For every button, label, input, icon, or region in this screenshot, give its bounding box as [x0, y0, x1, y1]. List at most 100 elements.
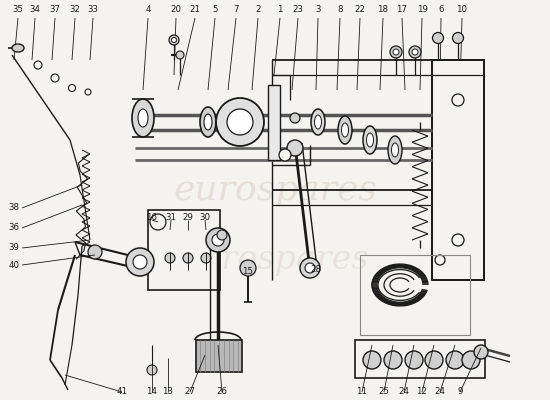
Text: 34: 34 [30, 6, 41, 14]
Text: 40: 40 [8, 260, 19, 270]
Bar [268, 85, 280, 160]
Circle shape [363, 351, 381, 369]
Circle shape [69, 84, 75, 92]
Text: 13: 13 [162, 388, 173, 396]
Circle shape [290, 113, 300, 123]
Circle shape [393, 49, 399, 55]
Circle shape [432, 32, 443, 44]
Ellipse shape [338, 116, 352, 144]
Circle shape [150, 214, 166, 230]
Text: 24: 24 [434, 388, 446, 396]
Text: 14: 14 [146, 388, 157, 396]
Circle shape [34, 61, 42, 69]
Text: eurospares: eurospares [173, 173, 377, 207]
Text: 31: 31 [166, 214, 177, 222]
Bar [432, 60, 484, 280]
Text: 11: 11 [356, 388, 367, 396]
Text: 2: 2 [255, 6, 261, 14]
Circle shape [452, 234, 464, 246]
Circle shape [172, 38, 177, 42]
Circle shape [425, 351, 443, 369]
Text: 26: 26 [217, 388, 228, 396]
Circle shape [227, 109, 253, 135]
Circle shape [384, 351, 402, 369]
Text: 27: 27 [184, 388, 195, 396]
Text: 1: 1 [277, 6, 283, 14]
Bar [360, 255, 470, 335]
Circle shape [452, 94, 464, 106]
Circle shape [133, 255, 147, 269]
Text: 29: 29 [183, 214, 194, 222]
Text: 39: 39 [9, 244, 19, 252]
Circle shape [216, 98, 264, 146]
Text: 12: 12 [416, 388, 427, 396]
Circle shape [183, 253, 193, 263]
Text: 9: 9 [457, 388, 463, 396]
Text: 16: 16 [146, 214, 157, 222]
Ellipse shape [392, 143, 399, 157]
Text: 36: 36 [8, 224, 19, 232]
Text: 24: 24 [399, 388, 410, 396]
Text: 21: 21 [190, 6, 201, 14]
Circle shape [169, 35, 179, 45]
Circle shape [279, 149, 291, 161]
Text: 4: 4 [145, 6, 151, 14]
Text: 17: 17 [397, 6, 408, 14]
Circle shape [412, 49, 418, 55]
Text: 22: 22 [355, 6, 366, 14]
Circle shape [85, 89, 91, 95]
Text: 19: 19 [416, 6, 427, 14]
Circle shape [409, 46, 421, 58]
Text: 18: 18 [377, 6, 388, 14]
Circle shape [88, 245, 102, 259]
Text: 20: 20 [170, 6, 182, 14]
Text: 37: 37 [50, 6, 60, 14]
Bar [196, 340, 242, 372]
Ellipse shape [204, 114, 212, 130]
Ellipse shape [363, 126, 377, 154]
Circle shape [453, 32, 464, 44]
Ellipse shape [315, 115, 322, 129]
Circle shape [405, 351, 423, 369]
Circle shape [147, 365, 157, 375]
Circle shape [212, 234, 224, 246]
Ellipse shape [12, 44, 24, 52]
Circle shape [435, 255, 445, 265]
Circle shape [217, 230, 227, 240]
Circle shape [206, 228, 230, 252]
Ellipse shape [311, 109, 325, 135]
Bar [355, 340, 485, 378]
Ellipse shape [388, 136, 402, 164]
Circle shape [305, 263, 315, 273]
Circle shape [240, 260, 256, 276]
Text: 6: 6 [438, 6, 444, 14]
Text: 35: 35 [13, 6, 24, 14]
Circle shape [51, 74, 59, 82]
Circle shape [201, 253, 211, 263]
Circle shape [287, 140, 303, 156]
Text: 38: 38 [8, 204, 19, 212]
Text: 3: 3 [315, 6, 321, 14]
Ellipse shape [132, 99, 154, 137]
Ellipse shape [200, 107, 216, 137]
Text: 33: 33 [87, 6, 98, 14]
Circle shape [446, 351, 464, 369]
Bar [148, 210, 220, 290]
Text: 32: 32 [69, 6, 80, 14]
Text: 23: 23 [293, 6, 304, 14]
Text: 7: 7 [233, 6, 239, 14]
Circle shape [462, 351, 480, 369]
Circle shape [176, 51, 184, 59]
Circle shape [126, 248, 154, 276]
Text: eurospares: eurospares [181, 244, 369, 276]
Circle shape [165, 253, 175, 263]
Text: 25: 25 [378, 388, 389, 396]
Text: 41: 41 [117, 388, 128, 396]
Text: 28: 28 [311, 266, 322, 274]
Text: 30: 30 [200, 214, 211, 222]
Text: 8: 8 [337, 6, 343, 14]
Ellipse shape [342, 123, 349, 137]
Ellipse shape [366, 133, 373, 147]
Ellipse shape [138, 109, 148, 127]
Circle shape [390, 46, 402, 58]
